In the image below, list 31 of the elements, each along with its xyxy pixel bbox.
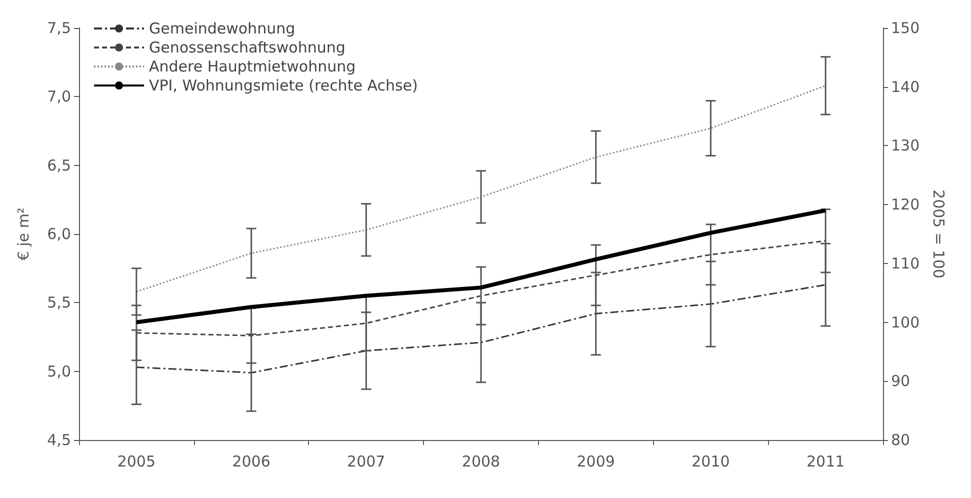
legend-label: Genossenschaftswohnung (149, 38, 346, 56)
y2-tick-label: 150 (891, 19, 920, 37)
y-tick-label: 7,0 (47, 88, 71, 106)
y2-tick-label: 80 (891, 431, 910, 449)
legend-label: Gemeindewohnung (149, 20, 296, 38)
line-series (136, 240, 826, 336)
y2-tick-label: 130 (891, 136, 920, 155)
y-axis-title: € je m² (14, 207, 32, 261)
legend-label: Andere Hauptmietwohnung (149, 58, 356, 76)
legend-label: VPI, Wohnungsmiete (rechte Achse) (149, 76, 418, 94)
y-tick-label: 7,5 (47, 19, 71, 37)
x-tick-label: 2011 (806, 452, 845, 470)
y2-axis-title: 2005 = 100 (930, 190, 948, 278)
y2-tick-label: 140 (891, 78, 920, 96)
y2-tick-label: 90 (891, 372, 910, 390)
y-tick-label: 4,5 (47, 431, 71, 449)
x-tick-label: 2007 (347, 452, 386, 470)
x-tick-label: 2006 (232, 452, 270, 470)
y-tick-label: 5,5 (47, 294, 71, 312)
y-tick-label: 5,0 (47, 362, 71, 380)
x-tick-label: 2005 (117, 452, 156, 470)
line-series (136, 284, 826, 374)
line-series (134, 208, 828, 324)
y2-tick-label: 110 (891, 254, 920, 272)
x-tick-label: 2008 (462, 452, 500, 470)
y-tick-label: 6,0 (47, 225, 71, 243)
x-tick-label: 2010 (692, 452, 730, 470)
x-tick-label: 2009 (576, 452, 615, 470)
y2-tick-label: 100 (891, 313, 920, 332)
y-tick-label: 6,5 (47, 156, 71, 174)
y2-tick-label: 120 (891, 196, 920, 214)
